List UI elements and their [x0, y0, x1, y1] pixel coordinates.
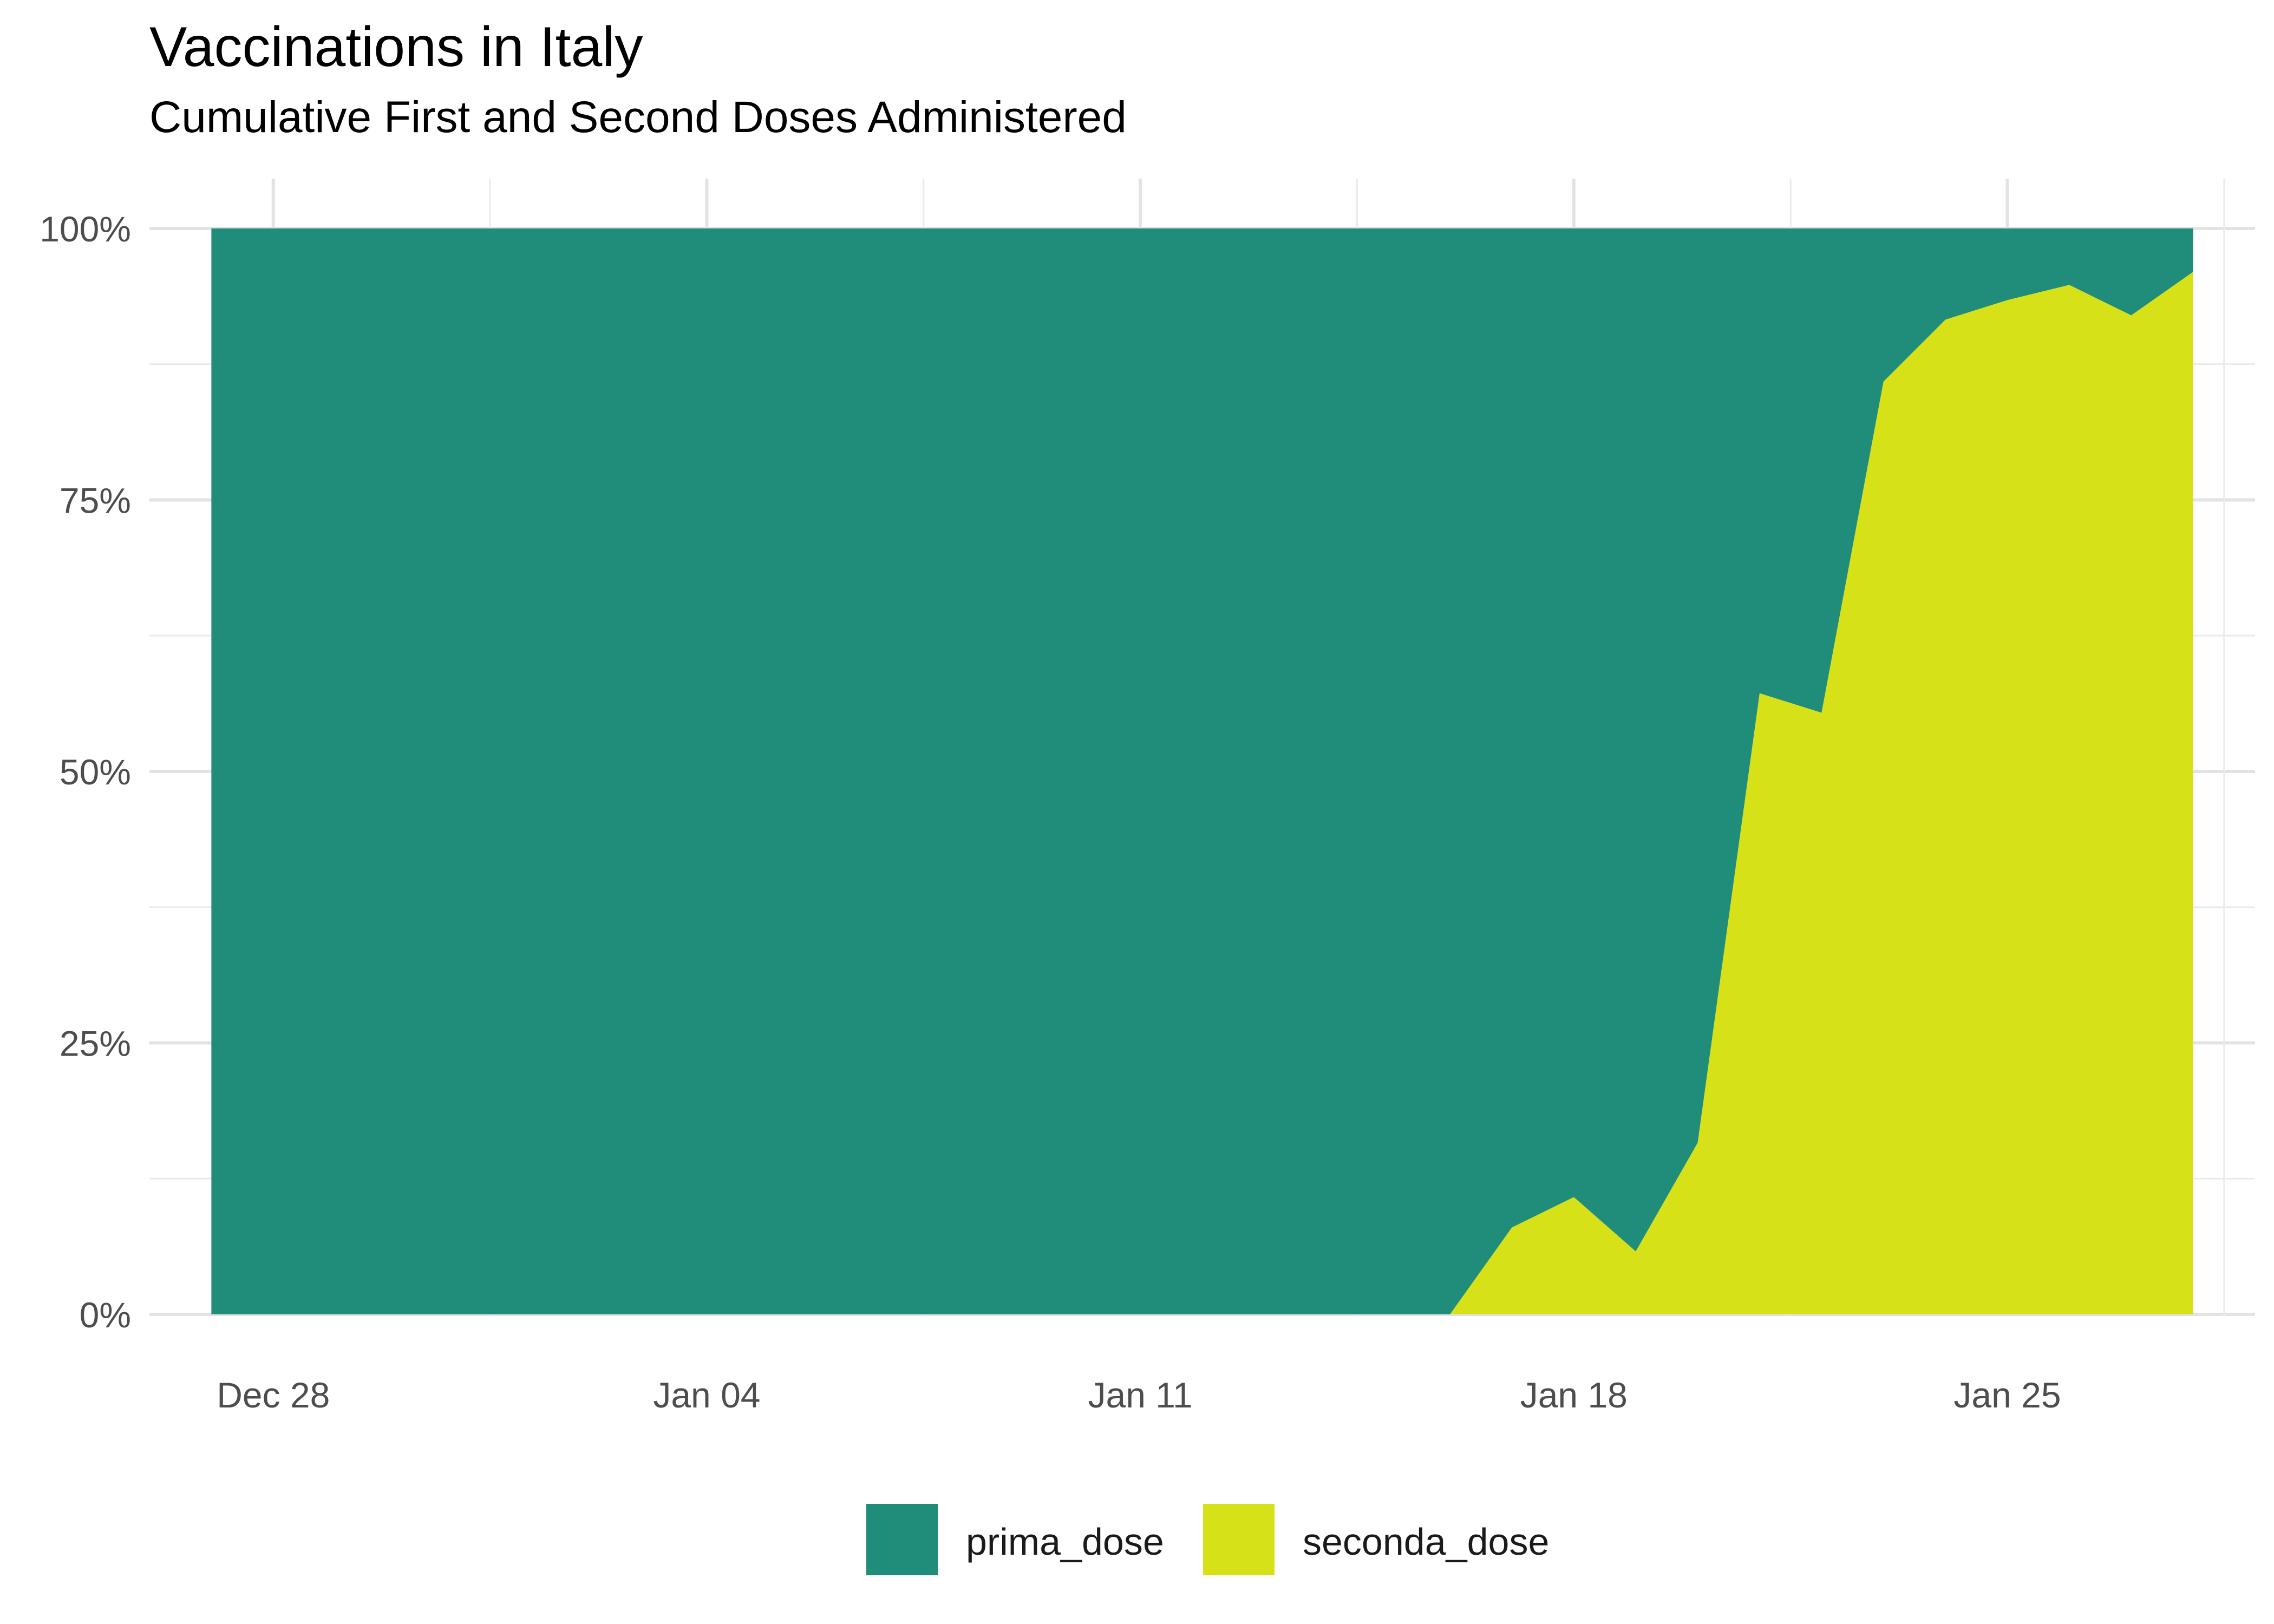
area-series-prima-dose: [211, 228, 2193, 1314]
legend-label-seconda-dose: seconda_dose: [1303, 1521, 1550, 1563]
area-layer: [211, 228, 2193, 1314]
chart-plot: 0% 25% 50% 75% 100% Dec 28 Jan 04 Jan 11 Jan 18 J…: [40, 179, 2255, 1415]
y-tick-label: 75%: [60, 481, 131, 521]
legend-label-prima-dose: prima_dose: [966, 1521, 1164, 1563]
area-series-seconda-dose: [211, 272, 2193, 1314]
y-tick-label: 100%: [40, 209, 131, 249]
y-tick-label: 25%: [60, 1024, 131, 1064]
chart-title: Vaccinations in Italy: [149, 16, 643, 78]
chart-subtitle: Cumulative First and Second Doses Admini…: [149, 93, 1127, 142]
legend-swatch-prima-dose: [866, 1504, 938, 1575]
legend: prima_dose seconda_dose: [0, 1504, 2274, 1580]
x-tick-label: Dec 28: [217, 1375, 330, 1415]
axis-layer: 0% 25% 50% 75% 100% Dec 28 Jan 04 Jan 11 Jan 18 J…: [40, 209, 2061, 1415]
x-tick-label: Jan 25: [1953, 1375, 2061, 1415]
legend-swatch-seconda-dose: [1203, 1504, 1275, 1575]
x-tick-label: Jan 18: [1520, 1375, 1628, 1415]
y-tick-label: 0%: [80, 1295, 131, 1335]
x-tick-label: Jan 04: [653, 1375, 760, 1415]
x-tick-label: Jan 11: [1088, 1375, 1192, 1415]
y-tick-label: 50%: [60, 752, 131, 792]
